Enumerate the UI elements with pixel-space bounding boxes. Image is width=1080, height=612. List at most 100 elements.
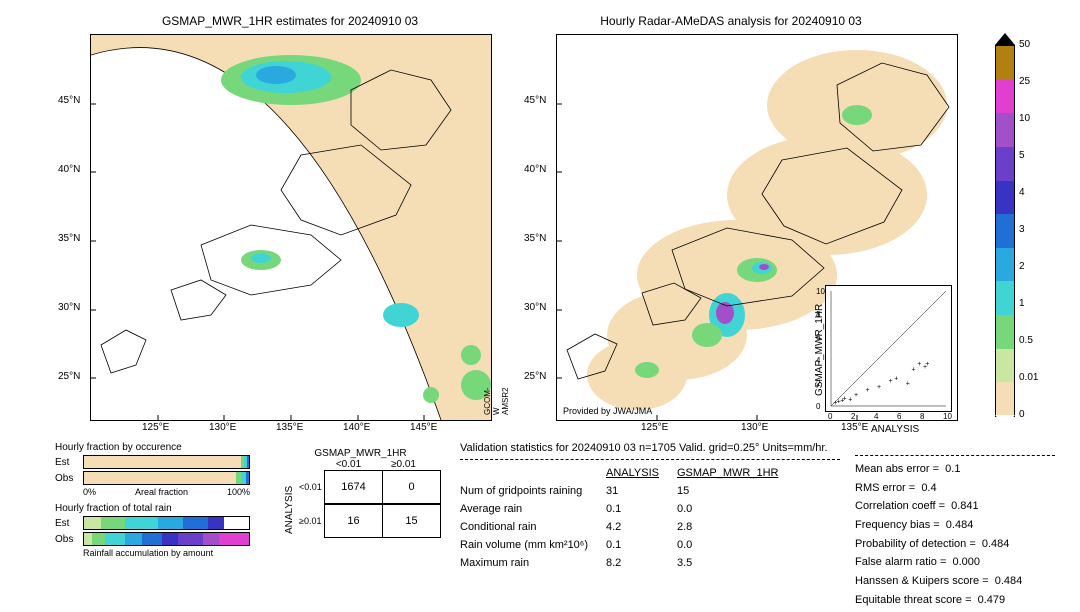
error-stat-row: Hanssen & Kuipers score = 0.484 xyxy=(855,572,1055,591)
svg-text:+: + xyxy=(925,361,929,368)
left-ytick: 30°N xyxy=(58,302,80,313)
inset-ytick: 10 xyxy=(816,287,825,296)
colorbar-tick: 2 xyxy=(1019,261,1025,272)
colorbar-tick: 0 xyxy=(1019,409,1025,420)
left-xtick: 130°E xyxy=(209,422,236,433)
left-xtick: 140°E xyxy=(343,422,370,433)
svg-text:+: + xyxy=(912,367,916,374)
colorbar-tick: 4 xyxy=(1019,187,1025,198)
val-colh-1: GSMAP_MWR_1HR xyxy=(677,464,796,482)
colorbar-segment xyxy=(996,248,1014,282)
bar-segment xyxy=(208,517,225,529)
right-ytick: 45°N xyxy=(524,95,546,106)
right-ytick: 25°N xyxy=(524,371,546,382)
error-stat-row: Correlation coeff = 0.841 xyxy=(855,497,1055,516)
val-row-b: 15 xyxy=(677,482,796,500)
occ-xleft: 0% xyxy=(83,487,96,497)
val-row-label: Maximum rain xyxy=(460,554,606,572)
svg-text:+: + xyxy=(854,392,858,399)
inset-xtick: 2 xyxy=(851,412,855,421)
bar-segment xyxy=(247,456,249,468)
left-ytick: 45°N xyxy=(58,95,80,106)
colorbar-tick: 1 xyxy=(1019,298,1025,309)
bar-segment xyxy=(125,533,142,545)
left-map-panel: GCOM-W AMSR2 xyxy=(90,34,492,421)
contingency-row-title: ANALYSIS xyxy=(280,459,299,538)
colorbar-tick: 25 xyxy=(1019,76,1030,87)
colorbar-segment xyxy=(996,382,1014,416)
error-stat-row: False alarm ratio = 0.000 xyxy=(855,553,1055,572)
val-row-label: Average rain xyxy=(460,500,606,518)
svg-text:+: + xyxy=(917,361,921,368)
colorbar-tick: 3 xyxy=(1019,224,1025,235)
left-map-svg xyxy=(91,35,491,420)
cont-row-h0: <0.01 xyxy=(299,482,324,492)
colorbar-tick: 5 xyxy=(1019,150,1025,161)
bar-segment xyxy=(224,517,249,529)
contingency-panel: GSMAP_MWR_1HR ANALYSIS <0.01 ≥0.01 <0.01… xyxy=(280,448,441,538)
bar-segment xyxy=(183,517,208,529)
val-row-b: 2.8 xyxy=(677,518,796,536)
error-stat-row: Mean abs error = 0.1 xyxy=(855,460,1055,479)
figure-root: GSMAP_MWR_1HR estimates for 20240910 03 xyxy=(10,10,1070,602)
svg-text:+: + xyxy=(889,378,893,385)
error-stat-row: Probability of detection = 0.484 xyxy=(855,535,1055,554)
val-colh-0: ANALYSIS xyxy=(606,464,677,482)
colorbar-segment xyxy=(996,46,1014,80)
colorbar-tick: 0.01 xyxy=(1019,372,1038,383)
validation-title: Validation statistics for 20240910 03 n=… xyxy=(460,442,840,454)
colorbar-segment xyxy=(996,147,1014,181)
val-row-b: 0.0 xyxy=(677,536,796,554)
colorbar-bottom-arrow xyxy=(995,415,1015,427)
error-stats-panel: Mean abs error = 0.1RMS error = 0.4Corre… xyxy=(855,450,1055,610)
bar-segment xyxy=(101,517,126,529)
svg-text:+: + xyxy=(843,395,847,402)
left-xtick: 145°E xyxy=(410,422,437,433)
right-ytick: 35°N xyxy=(524,233,546,244)
bar-segment xyxy=(84,472,236,484)
colorbar-tick: 10 xyxy=(1019,113,1030,124)
inset-xtick: 6 xyxy=(897,412,901,421)
inset-xtick: 4 xyxy=(874,412,878,421)
contingency-col-title: GSMAP_MWR_1HR xyxy=(280,448,441,459)
error-stat-row: RMS error = 0.4 xyxy=(855,479,1055,498)
right-map-panel: Provided by JWA/JMA +++++++++++++++ 0246… xyxy=(556,34,958,421)
val-row-a: 4.2 xyxy=(606,518,677,536)
inset-xtick: 8 xyxy=(920,412,924,421)
val-row-a: 8.2 xyxy=(606,554,677,572)
val-row-label: Conditional rain xyxy=(460,518,606,536)
error-stat-row: Frequency bias = 0.484 xyxy=(855,516,1055,535)
bar-segment xyxy=(84,517,101,529)
left-ytick: 25°N xyxy=(58,371,80,382)
colorbar-segment xyxy=(996,113,1014,147)
cont-cell-00: 1674 xyxy=(325,471,383,504)
bar-segment xyxy=(203,533,220,545)
right-ytick: 30°N xyxy=(524,302,546,313)
validation-panel: Validation statistics for 20240910 03 n=… xyxy=(460,442,840,572)
left-xtick: 125°E xyxy=(142,422,169,433)
left-ytick: 40°N xyxy=(58,164,80,175)
colorbar-segment xyxy=(996,80,1014,114)
svg-text:+: + xyxy=(877,384,881,391)
svg-text:+: + xyxy=(866,387,870,394)
colorbar-segment xyxy=(996,315,1014,349)
svg-text:+: + xyxy=(894,376,898,383)
satellite-label: GCOM-W AMSR2 xyxy=(483,387,510,415)
total-footer: Rainfall accumulation by amount xyxy=(55,548,250,558)
inset-scatter: +++++++++++++++ 0246810 0246810 ANALYSIS… xyxy=(825,285,952,412)
val-row-label: Num of gridpoints raining xyxy=(460,482,606,500)
inset-xlabel: ANALYSIS xyxy=(871,424,919,435)
val-row-a: 0.1 xyxy=(606,536,677,554)
cont-cell-11: 15 xyxy=(383,505,441,538)
inset-ylabel: GSMAP_MWR_1HR xyxy=(814,304,825,396)
colorbar-segment xyxy=(996,214,1014,248)
occ-row-est: Est xyxy=(55,457,83,468)
colorbar-top-arrow xyxy=(995,33,1015,45)
val-row-a: 0.1 xyxy=(606,500,677,518)
bar-segment xyxy=(84,533,92,545)
inset-ytick: 0 xyxy=(816,402,820,411)
cont-cell-10: 16 xyxy=(325,505,383,538)
bar-segment xyxy=(125,517,158,529)
bar-segment xyxy=(142,533,162,545)
bar-segment xyxy=(219,533,249,545)
